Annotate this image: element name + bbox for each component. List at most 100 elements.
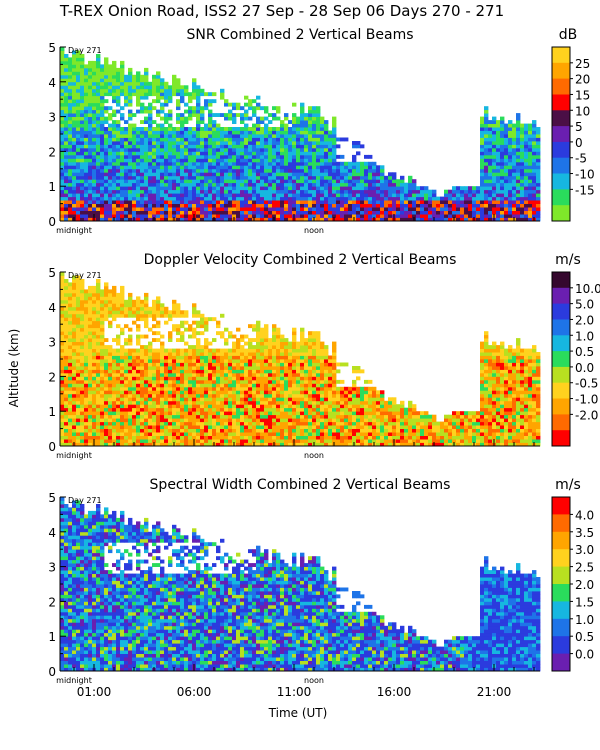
heatmap-cell xyxy=(76,214,81,218)
heatmap-cell xyxy=(308,113,313,117)
heatmap-cell xyxy=(252,113,257,117)
heatmap-cell xyxy=(208,168,213,173)
heatmap-cell xyxy=(68,348,73,353)
heatmap-cell xyxy=(280,165,285,170)
heatmap-cell xyxy=(132,172,137,177)
heatmap-cell xyxy=(96,196,101,201)
heatmap-cell xyxy=(176,130,181,135)
heatmap-cell xyxy=(372,186,377,191)
heatmap-cell xyxy=(452,214,457,218)
heatmap-cell xyxy=(196,161,201,166)
heatmap-cell xyxy=(280,196,285,201)
heatmap-cell xyxy=(276,200,281,204)
heatmap-cell xyxy=(84,134,89,138)
heatmap-cell xyxy=(248,179,253,184)
heatmap-cell xyxy=(448,200,453,204)
heatmap-cell xyxy=(120,362,125,367)
heatmap-cell xyxy=(100,175,105,180)
heatmap-cell xyxy=(276,214,281,218)
heatmap-cell xyxy=(172,214,177,218)
heatmap-cell xyxy=(176,432,181,436)
heatmap-cell xyxy=(144,74,149,79)
heatmap-cell xyxy=(124,404,129,409)
heatmap-cell xyxy=(304,179,309,184)
heatmap-cell xyxy=(100,376,105,381)
heatmap-cell xyxy=(292,120,297,124)
heatmap-cell xyxy=(64,116,69,121)
heatmap-cell xyxy=(72,120,77,124)
heatmap-cell xyxy=(184,341,189,346)
heatmap-cell xyxy=(288,120,293,124)
heatmap-cell xyxy=(104,168,109,173)
heatmap-cell xyxy=(64,106,69,111)
heatmap-cell xyxy=(124,172,129,177)
heatmap-cell xyxy=(212,193,217,198)
heatmap-cell xyxy=(368,189,373,194)
heatmap-cell xyxy=(80,179,85,184)
heatmap-cell xyxy=(284,175,289,180)
heatmap-cell xyxy=(120,390,125,395)
heatmap-cell xyxy=(304,161,309,166)
heatmap-cell xyxy=(180,172,185,177)
heatmap-cell xyxy=(80,57,85,62)
heatmap-cell xyxy=(188,144,193,149)
heatmap-cell xyxy=(168,435,173,440)
heatmap-cell xyxy=(160,207,165,211)
heatmap-cell xyxy=(100,303,105,308)
heatmap-cell xyxy=(84,92,89,97)
heatmap-cell xyxy=(188,334,193,339)
heatmap-cell xyxy=(80,88,85,93)
heatmap-cell xyxy=(424,196,429,201)
heatmap-cell xyxy=(60,310,65,315)
heatmap-cell xyxy=(188,203,193,208)
heatmap-cell xyxy=(272,207,277,211)
heatmap-cell xyxy=(96,120,101,124)
heatmap-cell xyxy=(176,379,181,384)
heatmap-cell xyxy=(76,442,81,447)
heatmap-cell xyxy=(184,165,189,170)
heatmap-cell xyxy=(144,200,149,204)
heatmap-cell xyxy=(236,161,241,166)
heatmap-cell xyxy=(224,116,229,121)
heatmap-cell xyxy=(340,207,345,211)
heatmap-cell xyxy=(120,88,125,93)
heatmap-cell xyxy=(288,210,293,215)
heatmap-cell xyxy=(192,78,197,83)
heatmap-cell xyxy=(192,182,197,187)
heatmap-cell xyxy=(168,400,173,405)
heatmap-cell xyxy=(64,78,69,83)
heatmap-cell xyxy=(364,154,369,159)
heatmap-cell xyxy=(136,130,141,135)
heatmap-cell xyxy=(152,120,157,124)
heatmap-cell xyxy=(184,397,189,402)
heatmap-cell xyxy=(176,338,181,342)
heatmap-cell xyxy=(504,210,509,215)
heatmap-cell xyxy=(332,179,337,184)
heatmap-cell xyxy=(252,127,257,131)
heatmap-cell xyxy=(256,203,261,208)
heatmap-cell xyxy=(140,214,145,218)
heatmap-cell xyxy=(156,428,161,433)
heatmap-cell xyxy=(232,158,237,163)
heatmap-cell xyxy=(76,127,81,131)
heatmap-cell xyxy=(144,137,149,142)
heatmap-cell xyxy=(116,432,121,436)
heatmap-cell xyxy=(172,134,177,138)
heatmap-cell xyxy=(156,95,161,100)
heatmap-cell xyxy=(108,196,113,201)
heatmap-cell xyxy=(460,214,465,218)
heatmap-cell xyxy=(256,116,261,121)
heatmap-cell xyxy=(328,193,333,198)
heatmap-cell xyxy=(388,172,393,177)
heatmap-cell xyxy=(224,200,229,204)
heatmap-cell xyxy=(112,113,117,117)
y-tick-label: 3 xyxy=(48,111,56,125)
heatmap-cell xyxy=(60,134,65,138)
heatmap-cell xyxy=(208,151,213,156)
heatmap-cell xyxy=(212,390,217,395)
heatmap-cell xyxy=(120,179,125,184)
heatmap-cell xyxy=(68,352,73,356)
heatmap-cell xyxy=(100,158,105,163)
heatmap-cell xyxy=(260,203,265,208)
heatmap-cell xyxy=(324,137,329,142)
